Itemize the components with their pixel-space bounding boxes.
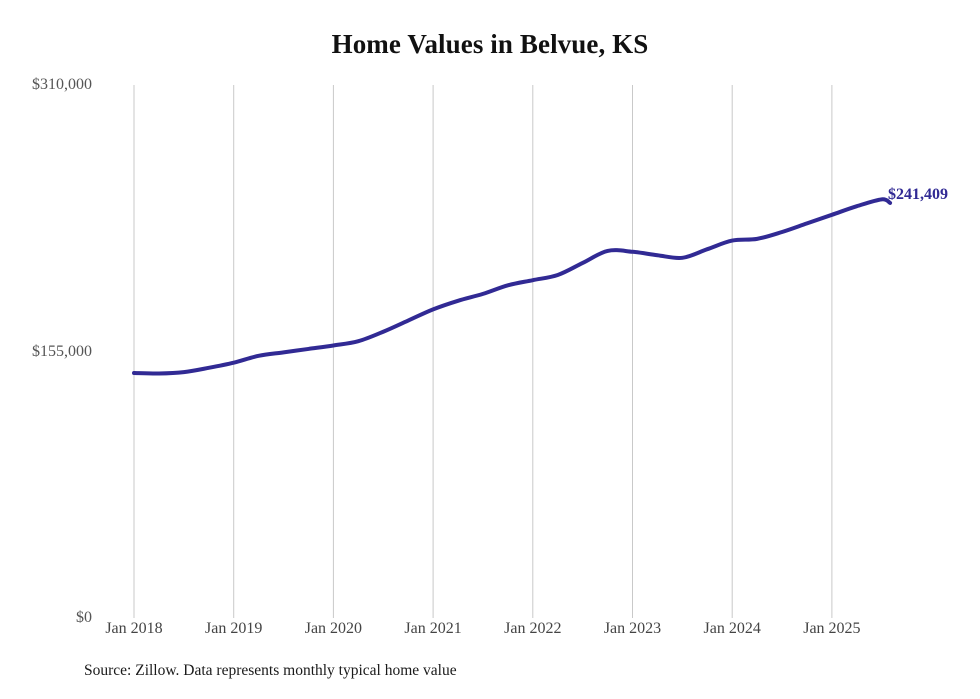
end-value-annotation: $241,409 xyxy=(888,186,948,203)
x-axis-tick-5: Jan 2023 xyxy=(603,620,662,637)
x-axis-tick-3: Jan 2021 xyxy=(404,620,462,637)
x-axis-tick-2: Jan 2020 xyxy=(304,620,363,637)
value-line-series xyxy=(132,197,893,376)
page-title: Home Values in Belvue, KS xyxy=(331,29,649,59)
x-axis-tick-7: Jan 2025 xyxy=(803,620,861,637)
y-axis-tick-zero: $0 xyxy=(76,609,92,626)
source-note: Source: Zillow. Data represents monthly … xyxy=(84,662,457,679)
x-axis-tick-4: Jan 2022 xyxy=(504,620,562,637)
y-axis-tick-top: $310,000 xyxy=(32,76,92,93)
gridline-group xyxy=(133,85,833,618)
x-axis-tick-0: Jan 2018 xyxy=(105,620,163,637)
x-axis-tick-6: Jan 2024 xyxy=(703,620,761,637)
y-axis-tick-middle: $155,000 xyxy=(32,343,92,360)
x-axis-tick-1: Jan 2019 xyxy=(205,620,263,637)
